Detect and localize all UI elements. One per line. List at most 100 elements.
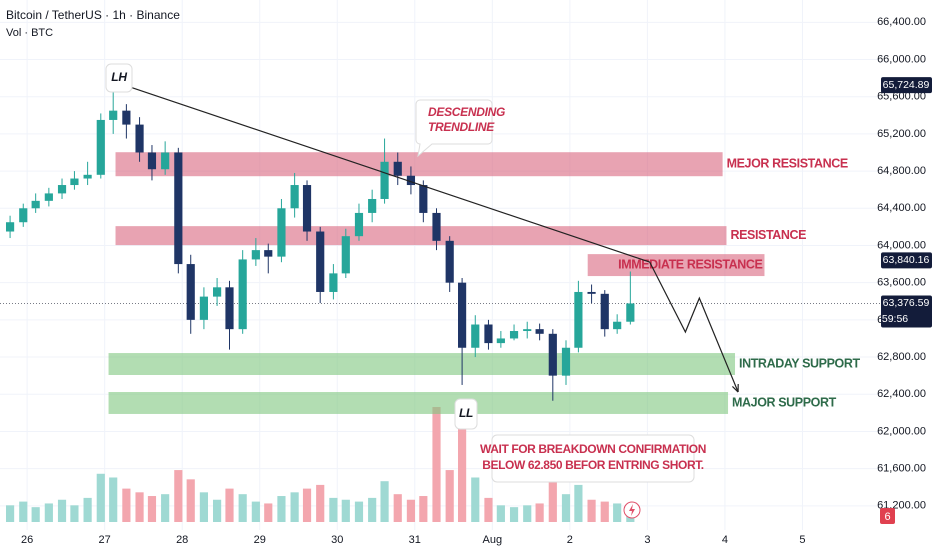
volume-bar [432,407,441,522]
volume-bar [613,503,622,522]
volume-bar [600,501,609,522]
volume-bar [161,494,170,522]
zone-label: IMMEDIATE RESISTANCE [618,257,762,271]
volume-bar [484,497,493,522]
y-tick-label: 61,600.00 [877,463,926,475]
volume-bar [5,505,15,522]
volume-bar [329,497,338,522]
zone [115,152,723,177]
volume-bar [174,470,183,522]
volume-bar [225,488,234,522]
note-text: BELOW 62.850 BEFOR ENTRING SHORT. [482,458,704,472]
candle-body [19,208,28,223]
candle-body [535,329,544,334]
callout-box [454,398,478,430]
alert-icon[interactable] [623,501,641,519]
candle-body [561,347,571,376]
volume-label: Vol · BTC [6,27,53,39]
candle-body [626,303,635,322]
candle-body [135,124,144,153]
note-text: WAIT FOR BREAKDOWN CONFIRMATION [480,442,706,456]
volume-bar [19,501,28,522]
zones [108,152,765,414]
candle-body [548,333,557,376]
volume-bar [213,499,222,522]
volume-bar [471,477,480,522]
x-tick-label: 30 [331,534,343,546]
x-tick-label: 4 [722,534,728,546]
candle-body [109,110,118,120]
candle-body [302,185,312,232]
candle-body [174,152,183,265]
ll-callout: LL [454,398,478,430]
volume-bar [393,494,402,522]
volume-bar [57,499,67,522]
volume-bar [523,505,532,522]
candle-body [57,185,67,194]
zone-label: RESISTANCE [730,228,806,242]
countdown: 59:56 [882,313,908,325]
candle-body [587,291,596,294]
candle-body [290,185,299,209]
volume-bar [548,475,557,522]
candle-body [445,240,454,283]
volume-bar [135,492,144,522]
candle-body [83,174,92,179]
candle-body [264,250,273,257]
alerts-badge-bg[interactable] [880,508,895,524]
price-tag-bg [881,295,932,328]
volume-bar [419,496,428,522]
volume-bar [458,410,467,522]
volume-bar [496,505,505,522]
callout-box [415,99,493,158]
zone [108,353,736,375]
y-tick-label: 62,000.00 [877,425,926,437]
candle-body [368,198,377,213]
candle-body [225,287,234,330]
volume-bar [186,479,195,522]
volume-bar [264,503,273,522]
price-tag: 63,840.16 [883,254,930,266]
candle-body [147,152,157,170]
candle-body [5,222,15,232]
x-tick-label: 29 [254,534,266,546]
volume-bar [574,484,583,522]
candle-body [574,291,583,348]
lh-callout: LH [105,63,133,93]
volume-bar [199,492,208,522]
note-callout: WAIT FOR BREAKDOWN CONFIRMATION BELOW 62… [480,434,706,483]
alerts-badge[interactable]: 6 [880,508,895,524]
candle-body [161,152,170,170]
y-tick-label: 66,400.00 [877,16,926,28]
x-tick-label: 3 [644,534,650,546]
candle-body [70,178,79,186]
y-tick-label: 62,400.00 [877,388,926,400]
price-axis: 61,200.0061,600.0062,000.0062,400.0062,8… [877,0,932,550]
volume-bar [354,501,364,522]
volume-bar [122,488,131,522]
trendline-callout: DESCENDING TRENDLINE [415,99,505,158]
volume-bar [561,494,571,522]
price-tag: 65,724.89 [883,79,930,91]
candle-body [122,110,131,125]
volume-pane [5,407,635,522]
symbol-title: Bitcoin / TetherUS · 1h · Binance [6,8,180,22]
x-tick-label: 2 [567,534,573,546]
y-tick-label: 64,000.00 [877,239,926,251]
candle-body [199,296,208,320]
candle-body [432,212,441,241]
candle-body [509,331,519,339]
candle-body [329,273,338,292]
volume-bar [406,499,416,522]
drawings: MEJOR RESISTANCE RESISTANCE IMMEDIATE RESI… [124,84,861,409]
candle-body [613,321,622,330]
candle-body [406,175,416,186]
volume-bar [445,470,454,522]
candle-body [251,250,260,260]
volume-bar [509,507,519,522]
y-tick-label: 63,600.00 [877,277,926,289]
x-tick-label: 31 [409,534,421,546]
volume-bar [587,499,596,522]
x-tick-label: 5 [799,534,805,546]
